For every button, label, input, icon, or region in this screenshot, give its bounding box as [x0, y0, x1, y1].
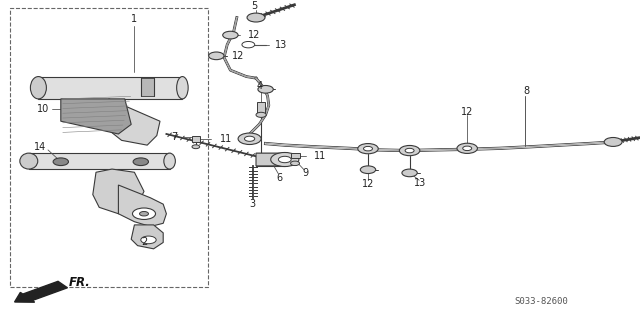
Polygon shape [141, 78, 154, 96]
Polygon shape [29, 153, 170, 169]
Polygon shape [61, 99, 131, 134]
Circle shape [604, 137, 622, 146]
Ellipse shape [177, 77, 188, 99]
Ellipse shape [31, 77, 46, 99]
Circle shape [133, 158, 148, 166]
Circle shape [209, 52, 224, 60]
Polygon shape [38, 77, 182, 99]
Circle shape [463, 146, 472, 151]
Circle shape [132, 208, 156, 219]
FancyBboxPatch shape [10, 8, 208, 287]
Text: 8: 8 [523, 86, 529, 96]
Text: 3: 3 [250, 199, 256, 209]
Ellipse shape [20, 153, 38, 169]
Circle shape [402, 169, 417, 177]
Polygon shape [93, 169, 144, 214]
Circle shape [291, 161, 300, 166]
Circle shape [358, 144, 378, 154]
Ellipse shape [164, 153, 175, 169]
Text: 10: 10 [37, 104, 50, 114]
Circle shape [242, 41, 255, 48]
Circle shape [247, 13, 265, 22]
Text: 11: 11 [220, 134, 232, 144]
Circle shape [457, 143, 477, 153]
Circle shape [53, 158, 68, 166]
FancyArrow shape [15, 281, 67, 302]
Circle shape [223, 31, 238, 39]
Text: S033-82600: S033-82600 [514, 297, 568, 306]
Polygon shape [131, 225, 163, 249]
Text: 12: 12 [248, 30, 260, 40]
Circle shape [140, 211, 148, 216]
Text: 13: 13 [275, 40, 287, 50]
Circle shape [256, 112, 266, 117]
Text: FR.: FR. [69, 276, 91, 289]
Circle shape [271, 152, 299, 167]
Text: 7: 7 [171, 132, 177, 142]
Text: 9: 9 [303, 168, 309, 178]
Text: 2: 2 [141, 237, 147, 248]
Text: 12: 12 [232, 51, 244, 61]
Circle shape [399, 145, 420, 156]
Polygon shape [118, 185, 166, 226]
Circle shape [192, 145, 200, 149]
Polygon shape [256, 153, 285, 166]
Text: 14: 14 [33, 142, 46, 152]
Circle shape [278, 156, 291, 163]
Circle shape [360, 166, 376, 174]
Circle shape [258, 85, 273, 93]
Circle shape [141, 236, 156, 244]
Text: 5: 5 [252, 1, 258, 11]
Text: 6: 6 [276, 173, 283, 183]
Circle shape [244, 136, 255, 141]
Polygon shape [291, 153, 300, 158]
Text: 11: 11 [314, 151, 326, 161]
Polygon shape [257, 102, 265, 113]
Text: 12: 12 [362, 179, 374, 189]
Text: 1: 1 [131, 14, 138, 24]
Polygon shape [106, 99, 160, 145]
Circle shape [364, 146, 372, 151]
Circle shape [238, 133, 261, 145]
Circle shape [405, 148, 414, 153]
Polygon shape [192, 136, 200, 142]
Text: 12: 12 [461, 107, 474, 117]
Text: 4: 4 [257, 81, 263, 91]
Text: 13: 13 [414, 178, 427, 189]
